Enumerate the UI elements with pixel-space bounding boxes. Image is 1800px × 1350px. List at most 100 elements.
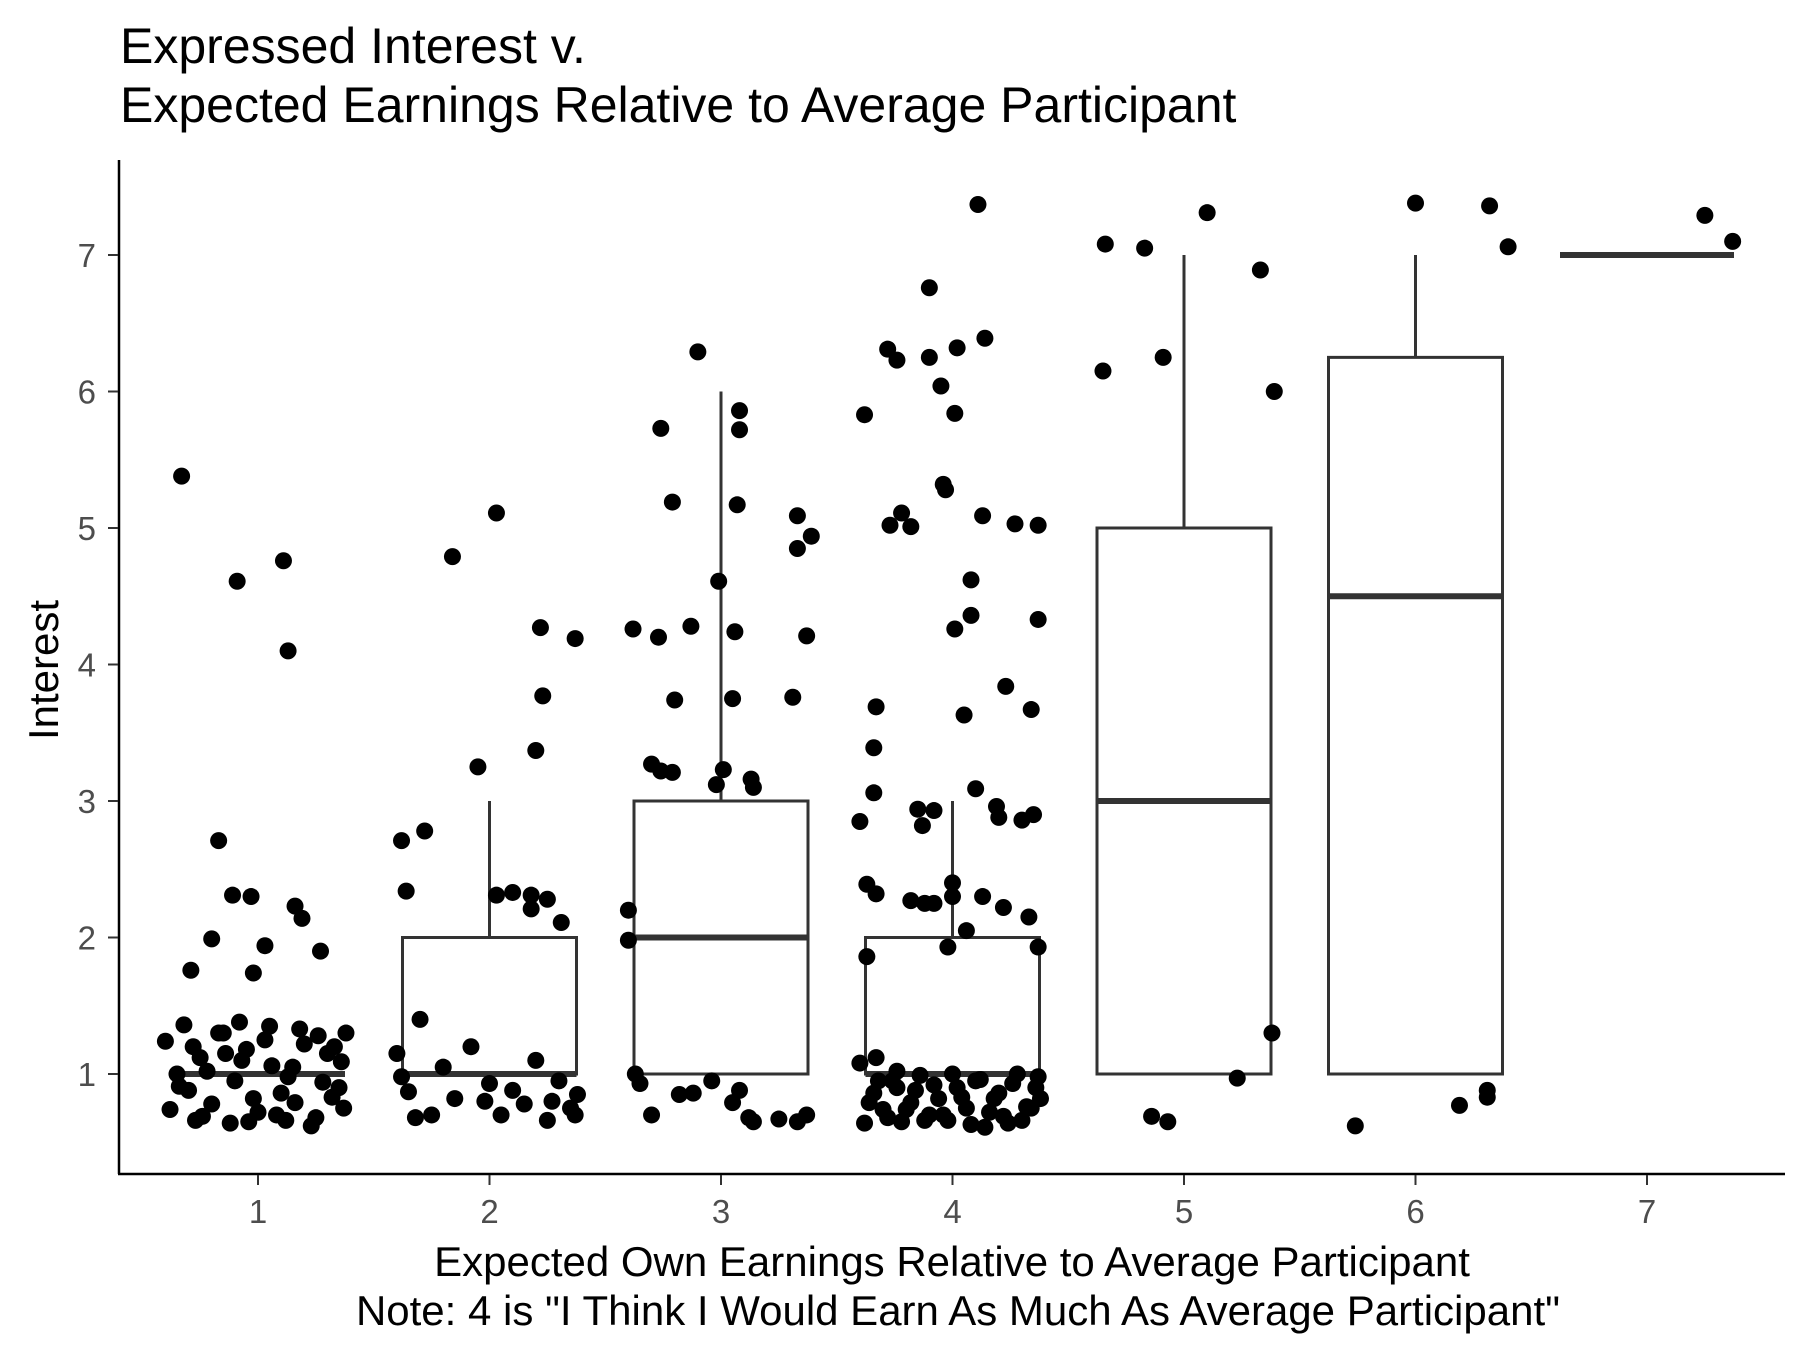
data-point bbox=[948, 339, 966, 357]
data-point bbox=[228, 572, 246, 590]
data-point bbox=[293, 909, 311, 927]
data-point bbox=[291, 1020, 309, 1038]
data-point bbox=[515, 1095, 533, 1113]
data-point bbox=[1450, 1096, 1468, 1114]
data-point bbox=[619, 901, 637, 919]
data-point bbox=[221, 1114, 239, 1132]
box-group-3 bbox=[632, 391, 810, 1076]
x-tick-label: 6 bbox=[1406, 1193, 1424, 1230]
x-axis-title-line-1: Expected Own Earnings Relative to Averag… bbox=[434, 1238, 1470, 1285]
data-point bbox=[552, 913, 570, 931]
data-point bbox=[881, 516, 899, 534]
data-point bbox=[1029, 938, 1047, 956]
data-point bbox=[1154, 348, 1172, 366]
data-point bbox=[913, 817, 931, 835]
data-point bbox=[504, 1081, 522, 1099]
data-point bbox=[193, 1107, 211, 1125]
x-tick-label: 2 bbox=[480, 1193, 498, 1230]
y-tick-label: 6 bbox=[78, 374, 96, 411]
data-point bbox=[888, 351, 906, 369]
data-point bbox=[909, 800, 927, 818]
data-point bbox=[522, 886, 540, 904]
data-point bbox=[726, 623, 744, 641]
data-point bbox=[994, 898, 1012, 916]
data-point bbox=[925, 1076, 943, 1094]
data-point bbox=[244, 964, 262, 982]
data-point bbox=[1006, 515, 1024, 533]
x-tick-label: 3 bbox=[712, 1193, 730, 1230]
data-point bbox=[1029, 610, 1047, 628]
data-point bbox=[312, 942, 330, 960]
data-point bbox=[893, 504, 911, 522]
plot-marks bbox=[156, 194, 1742, 1136]
data-point bbox=[981, 1103, 999, 1121]
data-point bbox=[504, 883, 522, 901]
data-point bbox=[203, 930, 221, 948]
x-axis-title-line-2: Note: 4 is "I Think I Would Earn As Much… bbox=[356, 1287, 1560, 1334]
data-point bbox=[399, 1083, 417, 1101]
data-point bbox=[707, 776, 725, 794]
data-point bbox=[182, 961, 200, 979]
y-tick-label: 7 bbox=[78, 237, 96, 274]
data-point bbox=[210, 832, 228, 850]
data-point bbox=[710, 572, 728, 590]
data-point bbox=[550, 1072, 568, 1090]
data-point bbox=[994, 1107, 1012, 1125]
data-point bbox=[263, 1057, 281, 1075]
data-point bbox=[1020, 908, 1038, 926]
box-6 bbox=[1327, 355, 1504, 1076]
data-point bbox=[568, 1085, 586, 1103]
data-point bbox=[184, 1038, 202, 1056]
data-point bbox=[856, 406, 874, 424]
data-point bbox=[314, 1073, 332, 1091]
data-point bbox=[1265, 383, 1283, 400]
data-point bbox=[224, 886, 242, 904]
data-point bbox=[302, 1117, 320, 1135]
box-group-4 bbox=[864, 801, 1041, 1077]
x-tick-label: 1 bbox=[249, 1193, 267, 1230]
data-point bbox=[492, 1106, 510, 1124]
data-point bbox=[724, 690, 742, 708]
data-point bbox=[198, 1062, 216, 1080]
data-points bbox=[156, 194, 1742, 1136]
y-tick-label: 3 bbox=[78, 783, 96, 820]
data-point bbox=[967, 1072, 985, 1090]
data-point bbox=[649, 628, 667, 646]
data-point bbox=[1022, 1099, 1040, 1117]
data-point bbox=[272, 1084, 290, 1102]
data-point bbox=[962, 571, 980, 589]
data-point bbox=[932, 377, 950, 395]
data-point bbox=[434, 1058, 452, 1076]
data-point bbox=[902, 518, 920, 536]
data-point bbox=[867, 698, 885, 716]
data-point bbox=[770, 1110, 788, 1128]
data-point bbox=[175, 1016, 193, 1034]
data-point bbox=[851, 1054, 869, 1072]
data-point bbox=[170, 1077, 188, 1095]
data-point bbox=[930, 1090, 948, 1108]
data-point bbox=[937, 481, 955, 499]
data-point bbox=[543, 1092, 561, 1110]
box-2 bbox=[401, 936, 578, 1076]
data-point bbox=[217, 1045, 235, 1063]
data-point bbox=[731, 402, 749, 420]
data-point bbox=[784, 688, 802, 706]
data-point bbox=[462, 1038, 480, 1056]
data-point bbox=[902, 1094, 920, 1112]
data-point bbox=[522, 900, 540, 918]
data-point bbox=[874, 1100, 892, 1118]
data-point bbox=[957, 922, 975, 940]
data-point bbox=[652, 419, 670, 437]
data-point bbox=[684, 1084, 702, 1102]
data-point bbox=[856, 1114, 874, 1132]
data-point bbox=[397, 882, 415, 900]
x-tick-label: 7 bbox=[1638, 1193, 1656, 1230]
data-point bbox=[1198, 204, 1216, 222]
data-point bbox=[663, 763, 681, 781]
data-point bbox=[1022, 701, 1040, 719]
data-point bbox=[631, 1075, 649, 1093]
y-tick-label: 1 bbox=[78, 1056, 96, 1093]
data-point bbox=[233, 1051, 251, 1069]
data-point bbox=[1013, 811, 1031, 829]
